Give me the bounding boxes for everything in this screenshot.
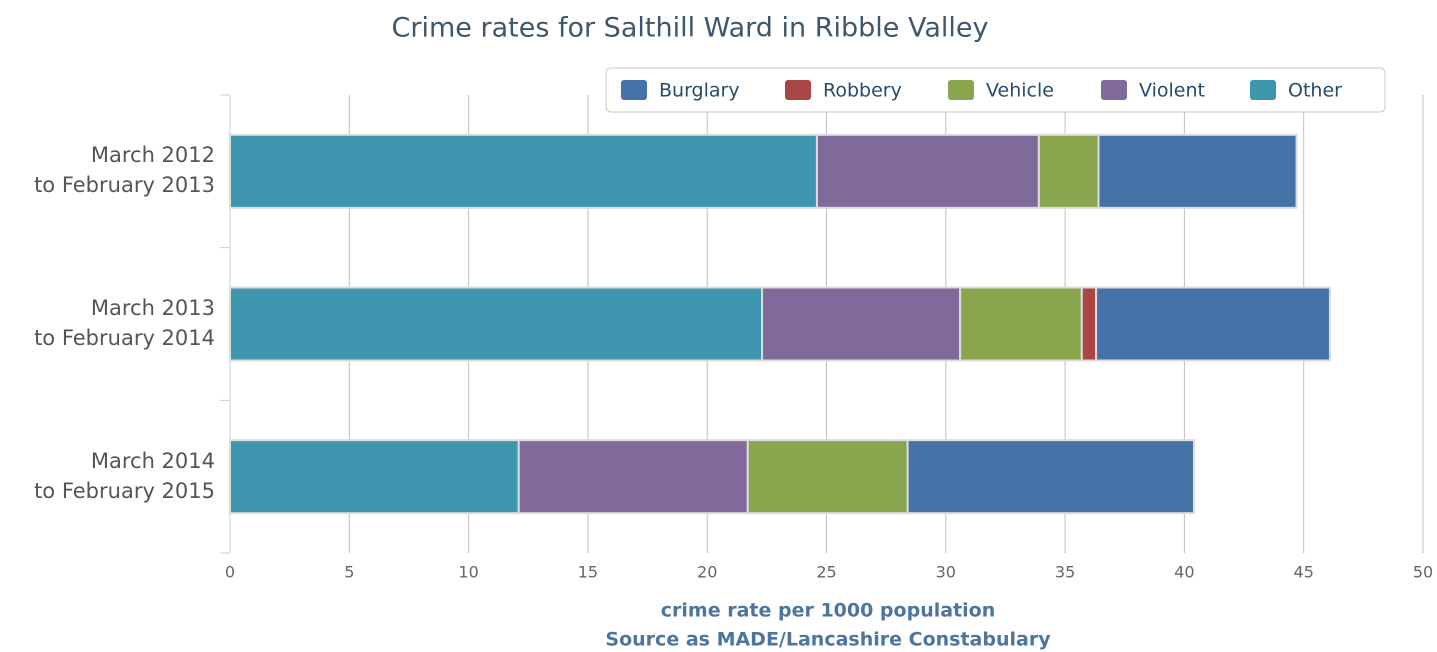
x-tick-label: 50	[1413, 563, 1433, 582]
x-tick-label: 40	[1174, 563, 1194, 582]
bar-segment	[746, 439, 909, 515]
legend-swatch	[621, 80, 647, 100]
bar-segment	[906, 439, 1195, 515]
bar-segment	[517, 439, 749, 515]
chart-title: Crime rates for Salthill Ward in Ribble …	[392, 13, 989, 44]
x-tick-label: 25	[816, 563, 836, 582]
x-tick-label: 20	[697, 563, 717, 582]
y-tick-label: March 2014 to February 2015	[34, 448, 215, 503]
legend-swatch	[1101, 80, 1127, 100]
bar-segment	[229, 286, 764, 362]
legend-label: Vehicle	[986, 80, 1054, 102]
legend-label: Robbery	[823, 80, 902, 102]
bar-segment	[1080, 286, 1098, 362]
x-axis-title: crime rate per 1000 population	[661, 600, 995, 622]
bar-segment	[1095, 286, 1331, 362]
legend-swatch	[785, 80, 811, 100]
x-tick-label: 5	[344, 563, 354, 582]
bar-segment	[959, 286, 1083, 362]
x-tick-label: 45	[1294, 563, 1314, 582]
legend-label: Violent	[1139, 80, 1205, 102]
bar-segment	[815, 133, 1040, 209]
bar-segment	[1097, 133, 1298, 209]
source-note: Source as MADE/Lancashire Constabulary	[605, 629, 1051, 651]
x-tick-label: 0	[225, 563, 235, 582]
x-tick-label: 35	[1055, 563, 1075, 582]
legend-label: Other	[1288, 80, 1342, 102]
legend-swatch	[948, 80, 974, 100]
bar-segment	[229, 133, 818, 209]
legend-swatch	[1250, 80, 1276, 100]
x-tick-label: 30	[936, 563, 956, 582]
bar-segment	[1037, 133, 1100, 209]
y-tick-label: March 2013 to February 2014	[34, 296, 215, 350]
bar-segment	[761, 286, 962, 362]
bar-segment	[229, 439, 520, 515]
x-tick-label: 15	[578, 563, 598, 582]
legend-box	[605, 67, 1386, 113]
y-tick-label: March 2012 to February 2013	[34, 143, 215, 198]
legend-label: Burglary	[659, 80, 740, 102]
x-tick-label: 10	[458, 563, 478, 582]
